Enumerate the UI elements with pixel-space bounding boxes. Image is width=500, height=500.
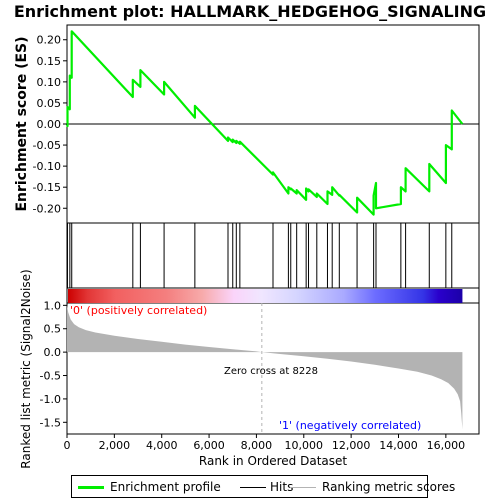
x-tick-label: 6,000	[193, 439, 225, 452]
es-y-tick-label: 0.10	[37, 76, 62, 89]
metric-y-tick-label: 0.5	[44, 323, 62, 336]
metric-y-tick-label: -0.5	[40, 370, 61, 383]
x-tick-label: 8,000	[241, 439, 273, 452]
x-tick-label: 14,000	[379, 439, 418, 452]
x-tick-label: 12,000	[332, 439, 371, 452]
metric-y-tick-label: -1.0	[40, 393, 61, 406]
metric-y-tick-label: -1.5	[40, 416, 61, 429]
negatively-correlated-label: '1' (negatively correlated)	[279, 419, 421, 432]
enrichment-profile-line	[65, 30, 464, 216]
es-y-tick-label: -0.20	[33, 202, 61, 215]
es-y-tick-label: -0.05	[33, 139, 61, 152]
legend-hits-swatch	[240, 487, 266, 488]
zero-cross-label: Zero cross at 8228	[224, 366, 318, 377]
x-tick-label: 2,000	[99, 439, 131, 452]
legend-hits-label: Hits	[270, 480, 294, 494]
ranked-list-heatmap-bar	[68, 289, 463, 303]
legend-es-swatch	[78, 486, 104, 489]
legend: Enrichment profile Hits Ranking metric s…	[71, 475, 455, 498]
metric-y-tick-label: 0.0	[44, 346, 62, 359]
es-y-tick-label: -0.10	[33, 160, 61, 173]
x-axis-label: Rank in Ordered Dataset	[199, 454, 347, 468]
positively-correlated-label: '0' (positively correlated)	[70, 304, 207, 317]
x-tick-label: 4,000	[146, 439, 178, 452]
x-tick-label: 10,000	[285, 439, 324, 452]
es-y-axis-label: Enrichment score (ES)	[14, 36, 30, 211]
x-tick-label: 16,000	[427, 439, 466, 452]
legend-es-label: Enrichment profile	[110, 480, 221, 494]
es-y-tick-label: -0.15	[33, 181, 61, 194]
metric-y-tick-label: 1.0	[44, 299, 62, 312]
legend-metric-swatch	[290, 487, 316, 488]
es-y-tick-label: 0.20	[37, 34, 62, 47]
es-y-tick-label: 0.15	[37, 55, 62, 68]
es-y-tick-label: 0.05	[37, 97, 62, 110]
x-tick-label: 0	[64, 439, 71, 452]
metric-y-axis-label: Ranked list metric (Signal2Noise)	[19, 269, 33, 468]
chart-title: Enrichment plot: HALLMARK_HEDGEHOG_SIGNA…	[14, 2, 486, 21]
legend-metric-label: Ranking metric scores	[322, 480, 456, 494]
es-y-tick-label: 0.00	[37, 118, 62, 131]
